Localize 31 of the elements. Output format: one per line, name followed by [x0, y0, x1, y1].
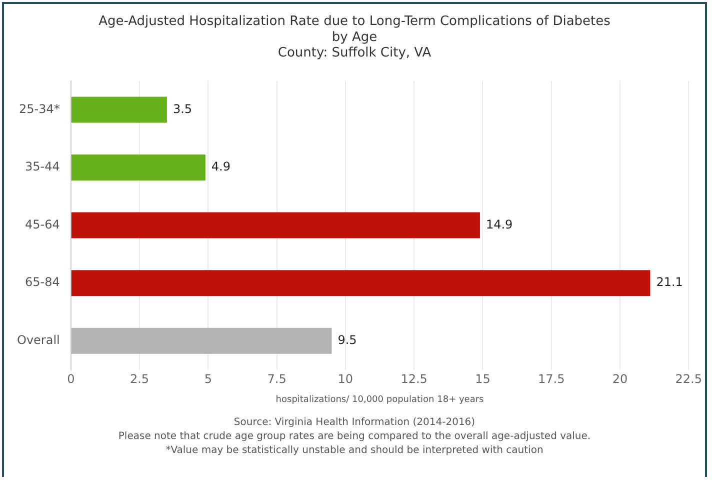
- x-tick-label: 15: [475, 372, 490, 386]
- bar: [71, 212, 480, 238]
- x-tick-label: 0: [67, 372, 75, 386]
- data-label: 4.9: [211, 160, 231, 174]
- bar: [71, 270, 650, 296]
- x-tick-label: 5: [204, 372, 212, 386]
- y-tick-label: Overall: [16, 333, 60, 348]
- text: Please note that crude age group rates are being compared to the overall age-adjusted value.: [117, 430, 592, 444]
- x-axis-title: hospitalizations/ 10,000 population 18+ years: [276, 394, 484, 405]
- bar: [71, 96, 167, 123]
- x-tick-label: 22.5: [675, 372, 702, 386]
- x-tick-label: 7.5: [267, 372, 286, 386]
- y-tick-label: 35-44: [25, 160, 60, 174]
- y-tick-label: 25-34*: [19, 102, 60, 116]
- x-tick-label: 2.5: [130, 372, 150, 386]
- text: *Value may be statistically unstable and should be interpreted with caution: [164, 444, 544, 458]
- y-tick-label: 65-84: [25, 275, 60, 290]
- bar: [71, 328, 332, 354]
- data-label: 3.5: [172, 102, 192, 116]
- chart-title: Age-Adjusted Hospitalization Rate due to Long-Term Complications of Diabetes by Age: [98, 14, 611, 45]
- x-tick-label: 10: [338, 372, 354, 386]
- source-note: Source: Virginia Health Information (2014-2016): [232, 416, 476, 430]
- data-label: 14.9: [486, 217, 513, 232]
- x-tick-label: 17.5: [538, 372, 565, 386]
- x-tick-label: 20: [612, 372, 628, 386]
- y-tick-label: 45-64: [25, 217, 60, 232]
- x-tick-label: 12.5: [400, 372, 428, 386]
- chart-subtitle: County: Suffolk City, VA: [278, 45, 432, 60]
- data-label: 21.1: [656, 275, 683, 290]
- bar: [71, 154, 206, 181]
- data-label: 9.5: [338, 333, 357, 348]
